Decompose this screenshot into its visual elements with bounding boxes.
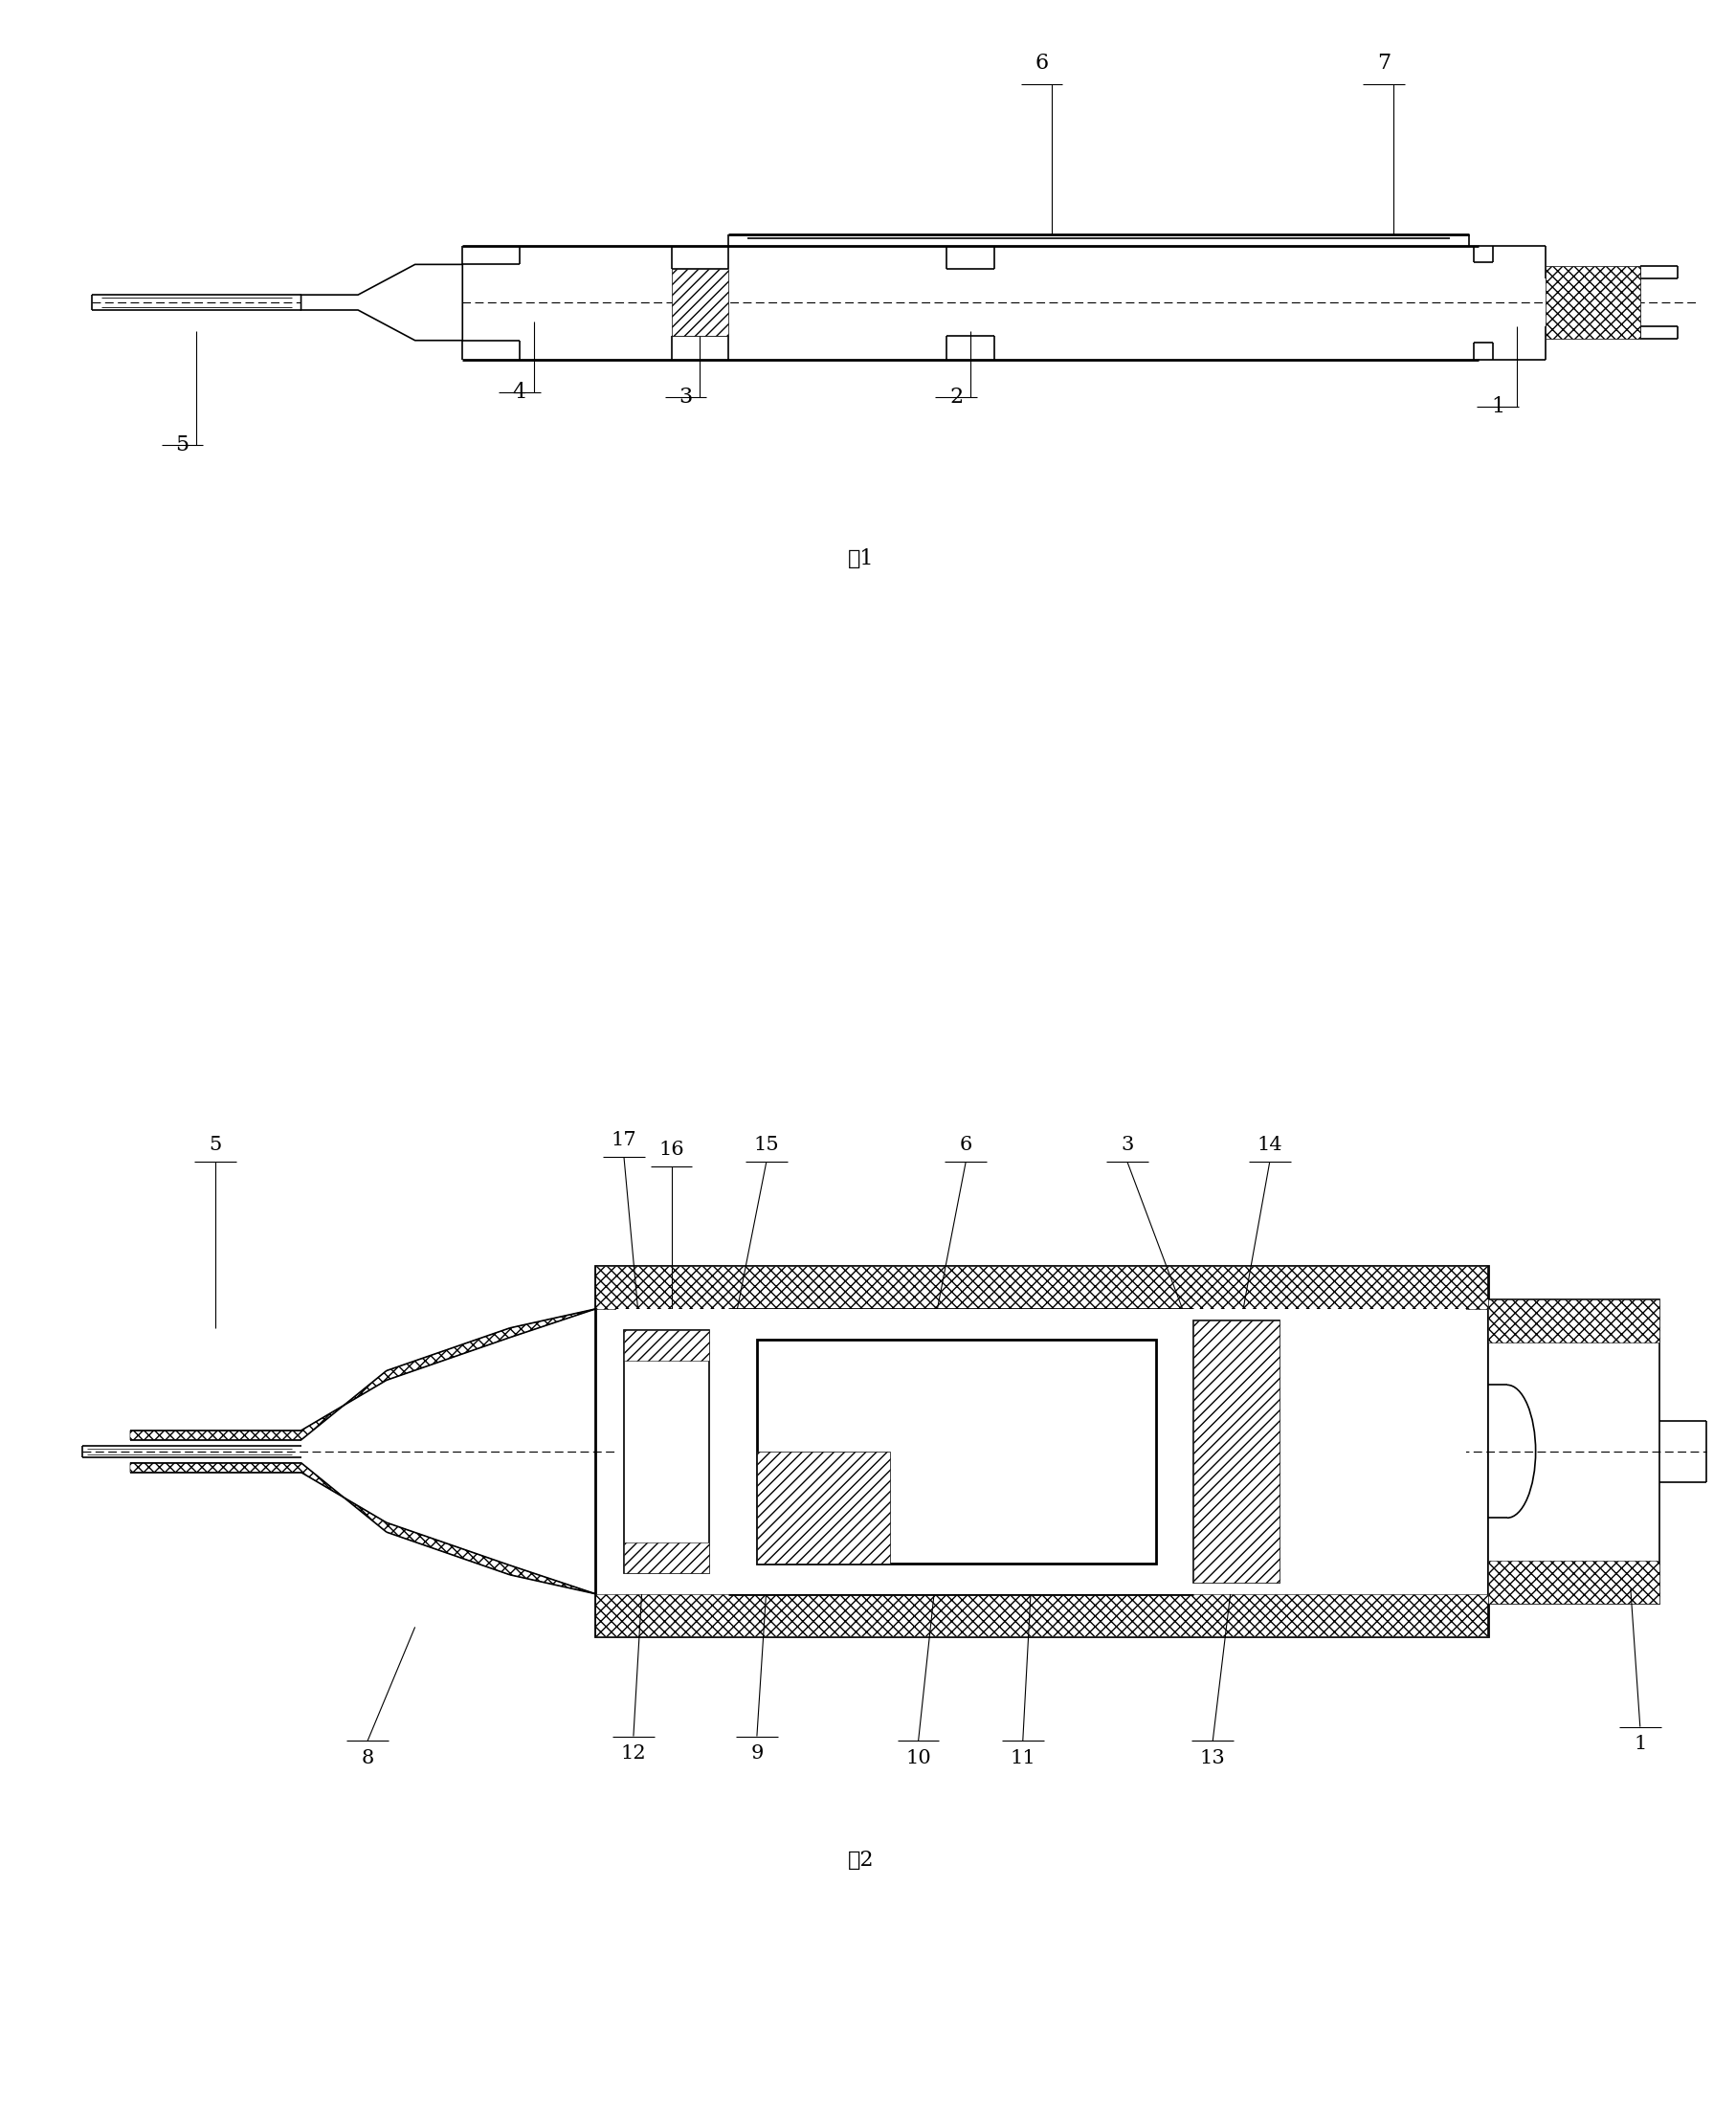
Text: 9: 9 [750, 1743, 762, 1762]
Bar [672, 270, 727, 335]
Bar [595, 1267, 1488, 1309]
Text: 14: 14 [1257, 1136, 1281, 1153]
Text: 5: 5 [208, 1136, 222, 1153]
Bar [595, 1594, 1488, 1636]
Text: 1: 1 [1489, 396, 1503, 417]
Text: 3: 3 [679, 388, 693, 409]
Text: 16: 16 [658, 1140, 684, 1159]
Bar [1545, 266, 1639, 339]
Bar [757, 1339, 1154, 1564]
Bar [616, 1309, 1465, 1594]
Text: 6: 6 [958, 1136, 972, 1153]
Text: 13: 13 [1200, 1750, 1226, 1767]
Polygon shape [130, 1267, 595, 1440]
Text: 17: 17 [611, 1130, 637, 1149]
Text: 15: 15 [753, 1136, 779, 1153]
Text: 2: 2 [950, 388, 962, 409]
Bar [595, 1267, 1488, 1636]
Bar [1193, 1320, 1278, 1583]
Text: 3: 3 [1120, 1136, 1134, 1153]
Text: 12: 12 [620, 1743, 646, 1762]
Text: 10: 10 [904, 1750, 930, 1767]
Text: 图2: 图2 [847, 1849, 873, 1870]
Text: 7: 7 [1377, 53, 1391, 74]
Bar [1488, 1560, 1658, 1604]
Text: 1: 1 [1634, 1735, 1646, 1754]
Bar [1193, 1320, 1278, 1583]
Polygon shape [130, 1463, 595, 1636]
Text: 图1: 图1 [847, 548, 873, 569]
Bar [623, 1330, 708, 1573]
Text: 5: 5 [175, 434, 189, 455]
Bar [623, 1543, 708, 1573]
Text: 6: 6 [1035, 53, 1049, 74]
Bar [1488, 1299, 1658, 1343]
Bar [757, 1452, 889, 1564]
Polygon shape [300, 264, 462, 339]
Bar [623, 1330, 708, 1360]
Text: 11: 11 [1009, 1750, 1035, 1767]
Bar [1488, 1299, 1658, 1604]
Text: 4: 4 [512, 382, 526, 403]
Text: 8: 8 [361, 1750, 373, 1767]
